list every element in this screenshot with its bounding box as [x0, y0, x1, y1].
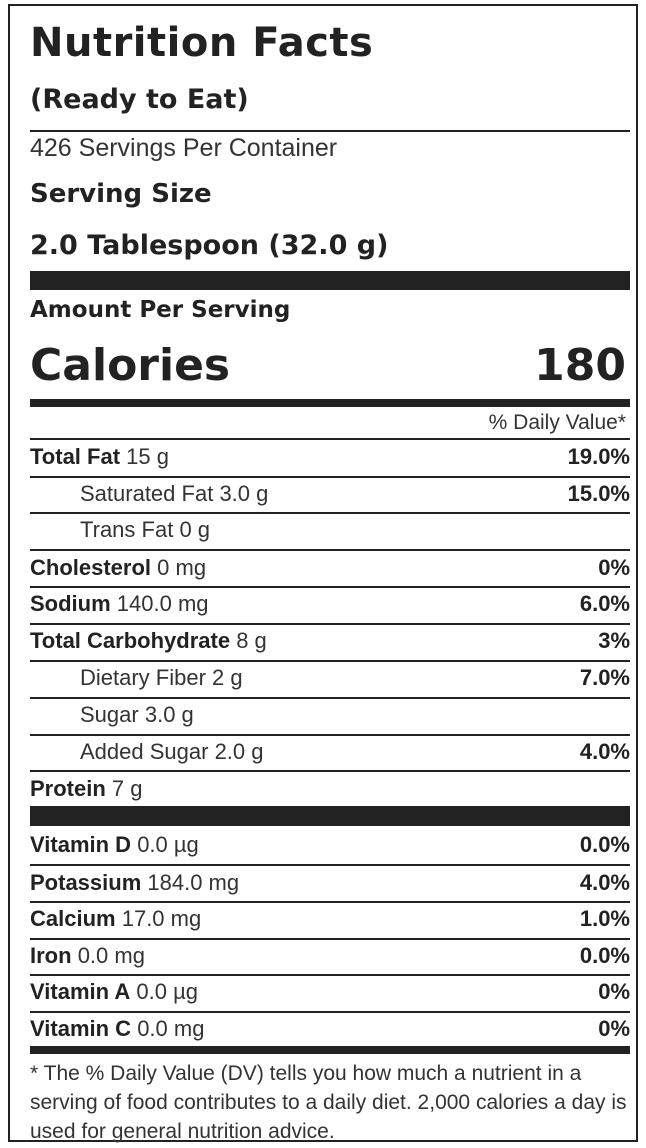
nutrient-name: Saturated Fat [80, 481, 214, 506]
calories-label: Calories [30, 340, 231, 391]
nutrient-dv: 3% [598, 628, 630, 653]
vitamin-row-potassium: Potassium 184.0 mg 4.0% [30, 870, 630, 896]
divider [30, 1011, 630, 1013]
nutrient-row-sodium: Sodium 140.0 mg 6.0% [30, 591, 630, 617]
divider [30, 512, 630, 514]
nutrient-name: Sugar [80, 702, 139, 727]
nutrient-amount: 2 g [212, 665, 243, 690]
nutrition-facts-label: Nutrition Facts (Ready to Eat) 426 Servi… [8, 4, 638, 1143]
nutrient-name: Vitamin C [30, 1016, 132, 1041]
nutrient-dv: 19.0% [567, 444, 630, 469]
divider [30, 770, 630, 772]
nutrient-name: Vitamin D [30, 832, 132, 857]
nutrient-name: Calcium [30, 906, 116, 931]
vitamin-row-vitamin-a: Vitamin A 0.0 µg 0% [30, 979, 630, 1005]
nutrient-row-protein: Protein 7 g [30, 776, 630, 802]
nutrient-amount: 8 g [236, 628, 267, 653]
nutrient-name: Total Carbohydrate [30, 628, 231, 653]
nutrient-amount: 2.0 g [214, 739, 264, 764]
nutrient-amount: 0.0 µg [137, 832, 199, 857]
daily-value-footnote: * The % Daily Value (DV) tells you how m… [30, 1062, 627, 1143]
nutrient-name: Iron [30, 943, 72, 968]
nutrient-dv: 0% [598, 979, 630, 1004]
vitamin-row-calcium: Calcium 17.0 mg 1.0% [30, 906, 630, 932]
nutrient-name: Cholesterol [30, 555, 152, 580]
thick-divider [30, 271, 630, 290]
nutrient-name: Trans Fat [80, 517, 174, 542]
nutrient-name: Potassium [30, 870, 142, 895]
nutrient-name: Total Fat [30, 444, 121, 469]
nutrient-dv: 4.0% [579, 739, 630, 764]
nutrient-amount: 184.0 mg [147, 870, 240, 895]
nutrient-amount: 140.0 mg [116, 591, 209, 616]
nutrient-dv: 15.0% [567, 481, 630, 506]
divider [30, 864, 630, 866]
nutrient-amount: 0.0 µg [136, 979, 198, 1004]
calories-value: 180 [534, 340, 626, 391]
nutrient-dv: 0.0% [579, 943, 630, 968]
label-subtitle: (Ready to Eat) [30, 84, 249, 115]
divider [30, 697, 630, 699]
divider [30, 901, 630, 903]
nutrient-name: Added Sugar [80, 739, 209, 764]
label-title: Nutrition Facts [30, 20, 374, 66]
divider [30, 438, 630, 440]
divider [30, 660, 630, 662]
medium-divider [30, 399, 630, 407]
nutrient-dv: 6.0% [579, 591, 630, 616]
nutrient-amount: 0 mg [157, 555, 207, 580]
nutrient-name: Sodium [30, 591, 111, 616]
divider [30, 974, 630, 976]
nutrient-row-total-carbohydrate: Total Carbohydrate 8 g 3% [30, 628, 630, 654]
divider [30, 734, 630, 736]
vitamin-row-iron: Iron 0.0 mg 0.0% [30, 943, 630, 969]
servings-per-container: 426 Servings Per Container [30, 134, 338, 162]
nutrient-row-dietary-fiber: Dietary Fiber 2 g 7.0% [30, 665, 630, 691]
nutrient-amount: 0.0 mg [137, 1016, 205, 1041]
nutrient-name: Protein [30, 776, 106, 801]
nutrient-row-added-sugar: Added Sugar 2.0 g 4.0% [30, 739, 630, 765]
divider [30, 549, 630, 551]
vitamin-row-vitamin-d: Vitamin D 0.0 µg 0.0% [30, 832, 630, 858]
nutrient-name: Dietary Fiber [80, 665, 206, 690]
serving-size-value: 2.0 Tablespoon (32.0 g) [30, 230, 389, 261]
nutrient-dv: 7.0% [579, 665, 630, 690]
vitamin-row-vitamin-c: Vitamin C 0.0 mg 0% [30, 1016, 630, 1042]
nutrient-dv: 0% [598, 555, 630, 580]
thick-divider [30, 806, 630, 826]
divider [30, 130, 630, 132]
nutrient-amount: 3.0 g [219, 481, 269, 506]
daily-value-header: % Daily Value* [488, 411, 626, 434]
nutrient-dv: 0% [598, 1016, 630, 1041]
divider [30, 938, 630, 940]
divider [30, 586, 630, 588]
nutrient-name: Vitamin A [30, 979, 131, 1004]
nutrient-row-saturated-fat: Saturated Fat 3.0 g 15.0% [30, 481, 630, 507]
divider [30, 476, 630, 478]
nutrient-row-sugar: Sugar 3.0 g [30, 702, 630, 728]
nutrient-amount: 0 g [179, 517, 211, 542]
divider [30, 623, 630, 625]
nutrient-amount: 17.0 mg [121, 906, 202, 931]
amount-per-serving: Amount Per Serving [30, 297, 291, 323]
nutrient-amount: 15 g [126, 444, 169, 469]
serving-size-label: Serving Size [30, 179, 212, 209]
nutrient-dv: 1.0% [579, 906, 630, 931]
nutrient-amount: 7 g [111, 776, 143, 801]
nutrient-amount: 0.0 mg [77, 943, 145, 968]
nutrient-dv: 0.0% [579, 832, 630, 857]
nutrient-row-trans-fat: Trans Fat 0 g [30, 517, 630, 543]
nutrient-row-total-fat: Total Fat 15 g 19.0% [30, 444, 630, 470]
nutrient-row-cholesterol: Cholesterol 0 mg 0% [30, 555, 630, 581]
nutrient-amount: 3.0 g [144, 702, 194, 727]
medium-divider [30, 1046, 630, 1054]
nutrient-dv: 4.0% [579, 870, 630, 895]
